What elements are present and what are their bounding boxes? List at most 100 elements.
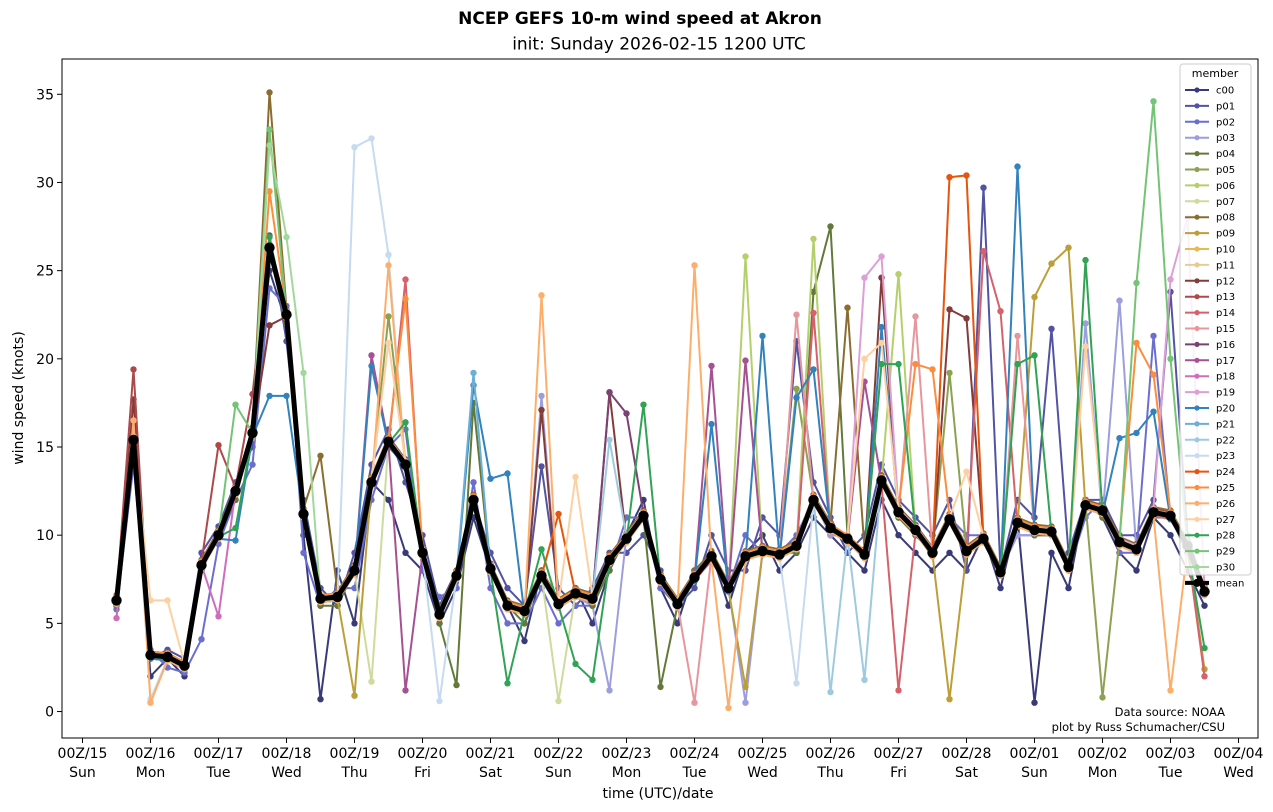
legend-item-p25: p25 [1185,483,1235,494]
data-point [232,524,239,532]
data-point [691,699,698,706]
x-tick-time-label: 00Z/16 [126,746,176,762]
legend-swatch-marker [1194,421,1200,427]
data-point [1167,532,1174,539]
credit-plot-author: plot by Russ Schumacher/CSU [1052,720,1225,734]
mean-point [961,545,972,557]
data-point [1167,276,1174,283]
data-point [946,306,953,313]
legend-label: p01 [1216,101,1235,112]
mean-point [621,533,632,544]
mean-point [910,524,921,536]
mean-point [1063,561,1074,573]
legend-label: p28 [1216,531,1235,542]
mean-point [1131,544,1142,555]
legend-swatch-marker [1194,341,1200,347]
data-point [861,274,868,281]
data-point [895,360,902,368]
legend-item-p15: p15 [1185,324,1235,335]
mean-point [1012,517,1023,528]
data-point [793,385,800,392]
data-point [555,510,562,518]
data-point [980,184,987,191]
data-point [1201,673,1208,680]
legend-label: p26 [1216,499,1235,510]
series-c00 [113,267,1208,706]
legend-item-p19: p19 [1185,388,1235,399]
legend-swatch-marker [1194,564,1200,570]
x-tick-time-label: 00Z/27 [874,746,924,762]
mean-point [570,588,581,599]
data-point [487,475,494,482]
legend-label: p13 [1216,292,1235,303]
x-axis-label: time (UTC)/date [602,786,713,802]
data-point [674,620,681,627]
legend-item-p16: p16 [1185,340,1235,351]
data-point [963,468,970,475]
legend-label: p18 [1216,372,1235,383]
mean-point [944,514,955,525]
data-point [402,276,409,283]
data-point [878,360,885,368]
data-point [912,360,919,368]
data-point [1116,435,1123,442]
series-line-p21 [115,246,1206,667]
legend-item-p30: p30 [1185,563,1235,574]
data-point [861,676,868,683]
legend-swatch-marker [1194,246,1200,252]
data-point [266,126,273,133]
mean-point [1114,537,1125,548]
x-axis-ticks: 00Z/15 Sun 00Z/16 Mon 00Z/17 Tue 00Z/18 Wed 00Z/… [58,738,1264,781]
data-point [198,636,205,643]
series-line-p27 [115,244,1206,665]
series-line-p07 [115,246,1206,702]
data-point [504,680,511,687]
data-point [708,420,715,428]
data-point [1167,355,1174,362]
mean-point [230,485,241,497]
x-tick-time-label: 00Z/19 [330,746,380,762]
data-point [1014,360,1021,368]
data-point [249,461,256,468]
data-point [113,614,120,622]
legend-item-p02: p02 [1185,117,1235,128]
data-point [1014,332,1021,340]
data-point [521,637,528,645]
legend-item-p05: p05 [1185,165,1235,176]
data-point [1014,163,1021,170]
mean-point [519,605,530,617]
mean-point [706,551,717,562]
mean-point [876,475,887,486]
x-tick-day-label: Sat [955,765,978,781]
data-point [368,362,375,370]
legend-swatch-marker [1194,310,1200,316]
data-point [844,304,851,311]
data-point [317,696,324,703]
legend-item-p08: p08 [1185,213,1235,224]
data-point [266,89,273,96]
legend-title: member [1192,67,1239,80]
data-point [1031,293,1038,301]
mean-point [315,593,326,604]
legend-swatch-marker [1194,182,1200,188]
mean-point [111,595,122,606]
series-p12 [113,274,1208,671]
legend-item-p07: p07 [1185,197,1235,208]
mean-point [995,567,1006,578]
x-tick-time-label: 00Z/25 [738,746,788,762]
legend-swatch-marker [1194,325,1200,332]
data-point [1116,297,1123,304]
data-point [912,313,919,320]
data-point [878,339,885,347]
x-tick-time-label: 00Z/04 [1214,746,1264,762]
legend-swatch-marker [1194,405,1200,411]
y-tick-label: 15 [36,440,54,456]
legend-item-p06: p06 [1185,181,1235,192]
legend-item-p12: p12 [1185,276,1235,287]
mean-point [1097,505,1108,516]
data-point [1133,567,1140,574]
legend-label: p08 [1216,213,1235,224]
data-point [861,567,868,574]
data-point [504,620,511,627]
series-p26 [113,248,1208,712]
